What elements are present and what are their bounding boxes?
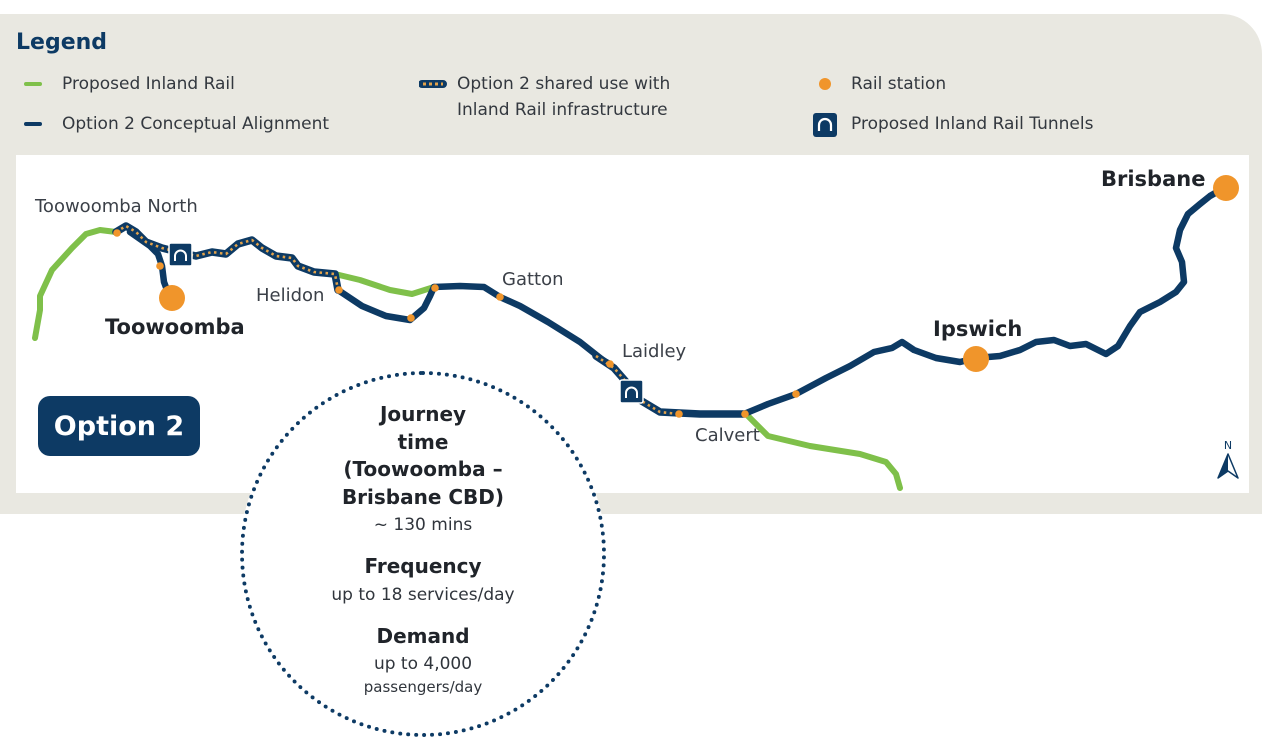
- place-label-calvert: Calvert: [695, 425, 760, 446]
- frequency-value: up to 18 services/day: [331, 584, 515, 605]
- tunnel-icon: [619, 379, 644, 404]
- orange-dot-icon: [813, 71, 851, 97]
- option2-calvert-to-ipswich: [740, 184, 1228, 418]
- tunnel-icon: [168, 242, 193, 267]
- legend-item-rail-station: Rail station: [813, 71, 946, 97]
- legend-label: Proposed Inland Rail: [62, 74, 235, 94]
- place-label-toowoomba: Toowoomba: [105, 315, 245, 339]
- inland-rail-calvert-south: [743, 411, 903, 491]
- demand-heading: Demand: [376, 623, 470, 648]
- navy-dotted-line-icon: [411, 71, 457, 97]
- north-label: N: [1224, 439, 1232, 452]
- green-line-icon: [16, 71, 62, 97]
- north-arrow-icon: N: [1211, 438, 1245, 484]
- option-badge: Option 2: [38, 396, 200, 456]
- legend-item-option2-alignment: Option 2 Conceptual Alignment: [16, 111, 329, 137]
- demand-value: up to 4,000: [373, 654, 473, 674]
- journey-time-heading: Journey time (Toowoomba – Brisbane CBD): [341, 402, 505, 509]
- major-stations: [159, 175, 1239, 372]
- place-label-brisbane: Brisbane: [1101, 167, 1206, 191]
- demand-unit: passengers/day: [363, 678, 483, 696]
- place-label-laidley: Laidley: [622, 341, 687, 362]
- legend-label: Option 2 shared use with Inland Rail inf…: [457, 74, 671, 120]
- tunnel-icon: [813, 111, 851, 137]
- navy-line-icon: [16, 111, 62, 137]
- place-label-toowoomba-north: Toowoomba North: [35, 196, 198, 217]
- route-map: Toowoomba North Toowoomba Helidon Gatton…: [16, 155, 1249, 493]
- place-label-helidon: Helidon: [256, 285, 325, 306]
- legend-label: Proposed Inland Rail Tunnels: [851, 114, 1094, 134]
- place-label-ipswich: Ipswich: [933, 317, 1023, 341]
- journey-time-value: ~ 130 mins: [373, 515, 473, 535]
- legend-title: Legend: [16, 30, 108, 55]
- route-map-svg: [32, 175, 1239, 491]
- legend-item-shared-use: Option 2 shared use with Inland Rail inf…: [411, 71, 670, 123]
- place-label-gatton: Gatton: [502, 269, 564, 290]
- option2-main-line: [430, 282, 614, 368]
- inland-rail-west: [32, 227, 119, 341]
- legend-label: Rail station: [851, 74, 947, 94]
- rail-stations: [113, 229, 800, 418]
- legend-item-proposed-inland-rail: Proposed Inland Rail: [16, 71, 235, 97]
- journey-info-circle: Journey time (Toowoomba – Brisbane CBD) …: [240, 371, 606, 737]
- legend-label: Option 2 Conceptual Alignment: [62, 114, 330, 134]
- legend-item-tunnels: Proposed Inland Rail Tunnels: [813, 111, 1093, 137]
- inland-rail-helidon-loop: [332, 271, 437, 297]
- frequency-heading: Frequency: [364, 554, 482, 578]
